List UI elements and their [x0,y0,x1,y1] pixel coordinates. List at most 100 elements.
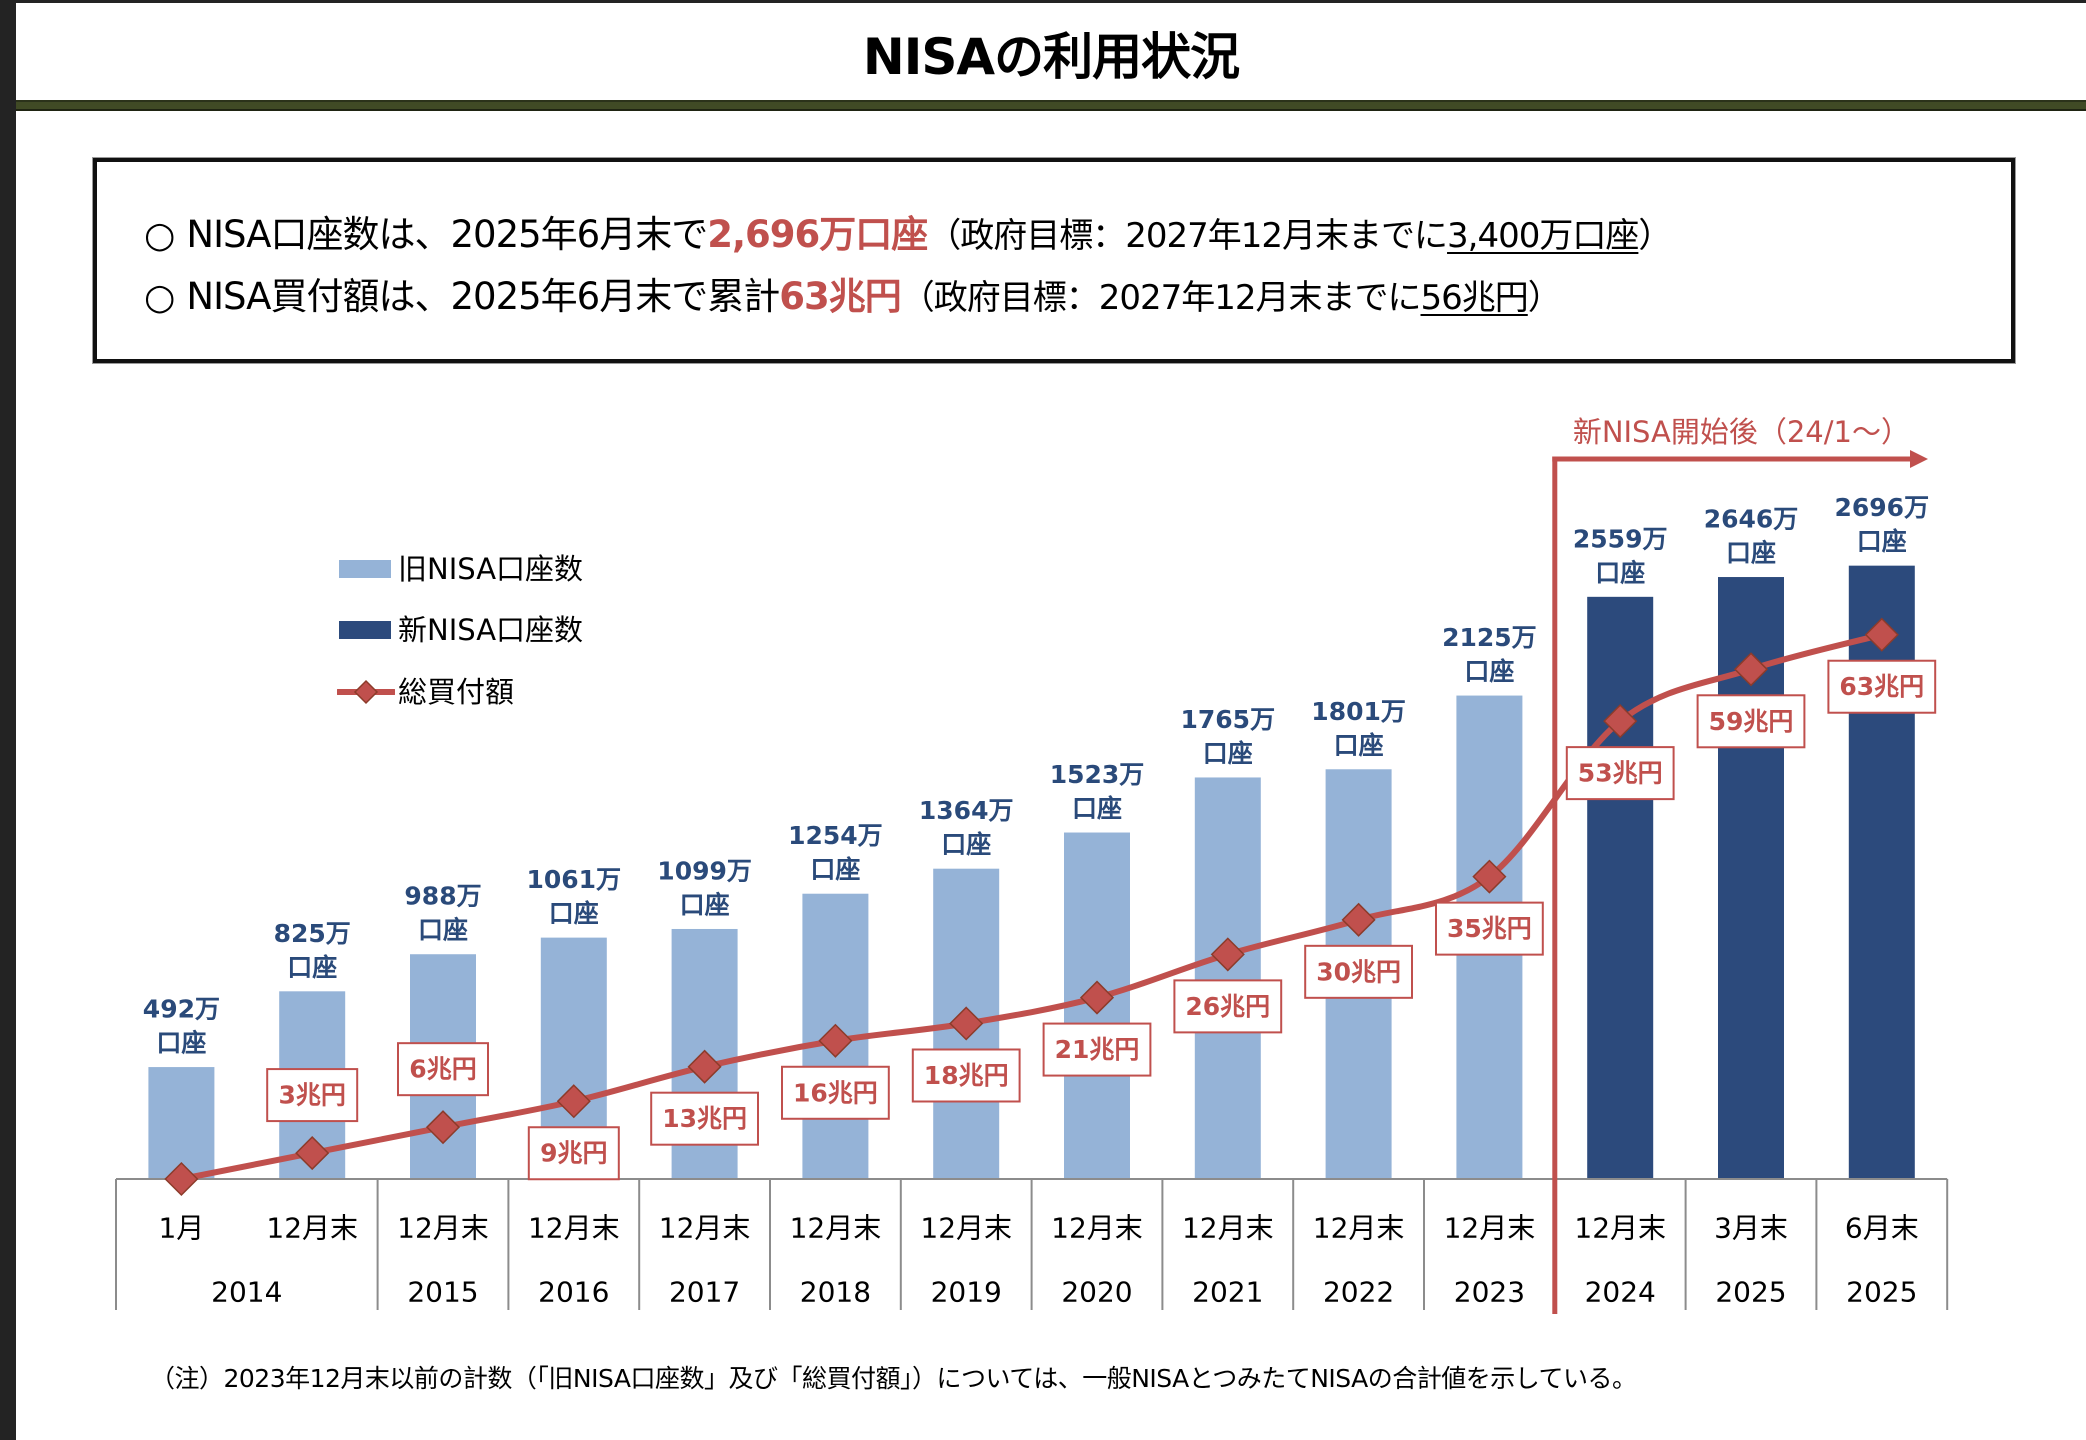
year-label: 2017 [669,1276,740,1309]
line-value-label-group: 35兆円 [1435,901,1544,956]
bar-value-label: 988万 [404,882,481,911]
year-label: 2024 [1585,1276,1656,1309]
bar-old-nisa-accounts [1194,777,1261,1179]
line-labels-layer: 3兆円 6兆円 9兆円 13兆円 16兆円 18兆円 21兆円 26兆円 30兆円 35兆円 53兆… [266,659,1937,1181]
line-point-marker [1210,937,1245,972]
line-value-label: 6兆円 [409,1055,476,1084]
category-label: 1月 [158,1212,204,1245]
category-label: 12月末 [1051,1212,1143,1245]
category-label: 12月末 [790,1212,882,1245]
legend-swatch-new-nisa [339,621,391,639]
bar-unit-label: 口座 [1857,527,1907,556]
line-point-marker [164,1161,199,1197]
line-value-label-box [1304,944,1413,999]
bar-unit-label: 口座 [680,890,730,919]
year-label: 2021 [1192,1276,1263,1309]
legend-label: 旧NISA口座数 [398,552,584,586]
bar-unit-label: 口座 [287,953,337,982]
summary-line-accounts: ○ NISA口座数は、2025年6月末で2,696万口座（政府目標：2027年12… [144,210,1672,260]
year-label: 2019 [931,1276,1002,1309]
legend-label: 新NISA口座数 [398,613,584,647]
annotation-layer: 新NISA開始後（24/1～） [1552,415,1928,1314]
category-label: 12月末 [1182,1212,1274,1245]
year-label: 2020 [1061,1276,1132,1309]
line-value-label: 53兆円 [1578,759,1663,788]
category-label: 12月末 [1574,1212,1666,1245]
year-label: 2025 [1715,1276,1786,1309]
line-point-marker [1603,704,1638,739]
line-value-label-group: 6兆円 [397,1042,489,1097]
line-value-label-box [1042,1022,1152,1077]
line-value-label-group: 3兆円 [266,1068,359,1123]
line-value-label-box [527,1126,620,1181]
bullet-circle-icon: ○ [144,277,175,318]
year-label: 2016 [538,1276,609,1309]
left-frame-border [0,0,16,1440]
line-value-label: 30兆円 [1316,957,1401,986]
line-point-marker [1079,980,1115,1015]
bar-old-nisa-accounts [148,1067,215,1179]
line-point-marker [687,1049,722,1084]
line-value-label-box [266,1068,359,1123]
line-value-label: 59兆円 [1709,707,1794,736]
bar-unit-label: 口座 [1334,731,1384,760]
line-value-label: 21兆円 [1055,1035,1140,1064]
line-point-marker [1733,652,1769,687]
bar-unit-label: 口座 [941,830,991,859]
year-label: 2014 [211,1276,282,1309]
line-value-label-group: 63兆円 [1827,659,1937,714]
line-point-marker [295,1136,330,1171]
line-value-label: 63兆円 [1839,672,1924,701]
category-label: 12月末 [397,1212,489,1245]
title-underline-bar [16,100,2086,111]
bar-value-label: 2559万 [1573,524,1668,553]
line-point-marker [949,1006,984,1041]
legend-swatch-old-nisa [339,560,391,578]
line-value-label: 3兆円 [278,1081,345,1110]
top-frame-border [0,0,2086,3]
year-label: 2018 [800,1276,871,1309]
line-value-label: 16兆円 [793,1078,878,1107]
line-value-label-group: 53兆円 [1565,746,1675,801]
target-note-open: （政府目標：2027年12月末までに [927,216,1448,256]
bar-value-label: 2696万 [1835,493,1930,522]
bar-unit-label: 口座 [1726,539,1776,568]
target-note-close: ） [1527,278,1562,318]
bullet-circle-icon: ○ [144,215,175,256]
line-point-marker [818,1023,853,1058]
line-value-label-box [1173,979,1283,1034]
line-value-label-group: 26兆円 [1173,979,1283,1034]
line-point-marker [425,1110,461,1145]
line-value-label-box [1696,694,1806,749]
bar-unit-label: 口座 [1464,657,1514,686]
line-value-label: 18兆円 [924,1061,1009,1090]
bar-unit-label: 口座 [549,899,599,928]
legend-label: 総買付額 [398,675,515,709]
line-value-label: 26兆円 [1185,992,1270,1021]
line-value-label-box [1565,746,1675,801]
bar-new-nisa-accounts [1587,596,1654,1179]
bar-value-label: 1061万 [527,865,622,894]
summary-line-purchases: ○ NISA買付額は、2025年6月末で累計63兆円（政府目標：2027年12月末… [144,272,1562,322]
bar-value-label: 1765万 [1181,705,1276,734]
new-nisa-annotation: 新NISA開始後（24/1～） [1573,415,1910,449]
line-point-marker [1472,859,1507,894]
year-label: 2023 [1454,1276,1525,1309]
bar-labels-layer: 492万口座825万口座988万口座1061万口座1099万口座1254万口座1… [143,493,1929,1057]
line-value-label-box [911,1048,1021,1103]
bar-value-label: 1523万 [1050,760,1145,789]
category-label: 12月末 [920,1212,1012,1245]
category-label: 6月末 [1845,1212,1919,1245]
bar-value-label: 1254万 [788,821,883,850]
line-value-label-group: 21兆円 [1042,1022,1152,1077]
line-value-label-group: 18兆円 [911,1048,1021,1103]
bar-value-label: 2125万 [1442,623,1537,652]
year-label: 2015 [407,1276,478,1309]
highlight-value: 2,696万口座 [707,213,928,256]
line-value-label: 9兆円 [540,1139,607,1168]
bar-unit-label: 口座 [810,855,860,884]
line-point-marker [1341,902,1376,937]
bar-value-label: 825万 [274,919,351,948]
footnote: （注）2023年12月末以前の計数（「旧NISA口座数」及び「総買付額」）につい… [150,1364,1637,1393]
